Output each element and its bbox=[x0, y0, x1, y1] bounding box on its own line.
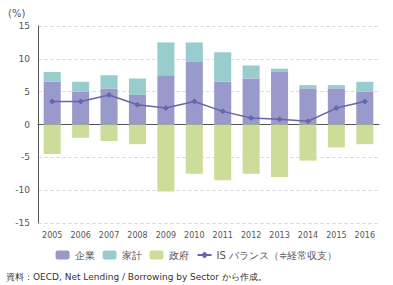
svg-text:2006: 2006 bbox=[70, 231, 90, 240]
svg-text:資料：OECD, Net Lending / Borrowi: 資料：OECD, Net Lending / Borrowing by Sect… bbox=[6, 272, 267, 282]
svg-text:企業: 企業 bbox=[75, 250, 95, 261]
svg-text:2009: 2009 bbox=[156, 231, 176, 240]
svg-text:2013: 2013 bbox=[269, 231, 289, 240]
svg-text:-5: -5 bbox=[21, 152, 30, 162]
svg-text:-10: -10 bbox=[15, 185, 30, 195]
svg-text:10: 10 bbox=[19, 54, 31, 64]
svg-text:2010: 2010 bbox=[184, 231, 204, 240]
svg-text:2007: 2007 bbox=[99, 231, 119, 240]
svg-text:5: 5 bbox=[24, 87, 30, 97]
svg-text:2008: 2008 bbox=[127, 231, 147, 240]
svg-text:IS バランス（≑経常収支）: IS バランス（≑経常収支） bbox=[217, 250, 338, 261]
svg-text:(%): (%) bbox=[8, 8, 25, 19]
svg-text:2016: 2016 bbox=[355, 231, 375, 240]
svg-text:15: 15 bbox=[19, 21, 30, 31]
svg-text:0: 0 bbox=[24, 120, 30, 130]
svg-text:2011: 2011 bbox=[213, 231, 233, 240]
svg-text:家計: 家計 bbox=[122, 250, 142, 261]
svg-text:-15: -15 bbox=[15, 218, 30, 228]
svg-text:政府: 政府 bbox=[169, 250, 189, 261]
svg-text:2015: 2015 bbox=[326, 231, 346, 240]
svg-text:2012: 2012 bbox=[241, 231, 261, 240]
svg-text:2014: 2014 bbox=[298, 231, 318, 240]
svg-text:2005: 2005 bbox=[42, 231, 62, 240]
